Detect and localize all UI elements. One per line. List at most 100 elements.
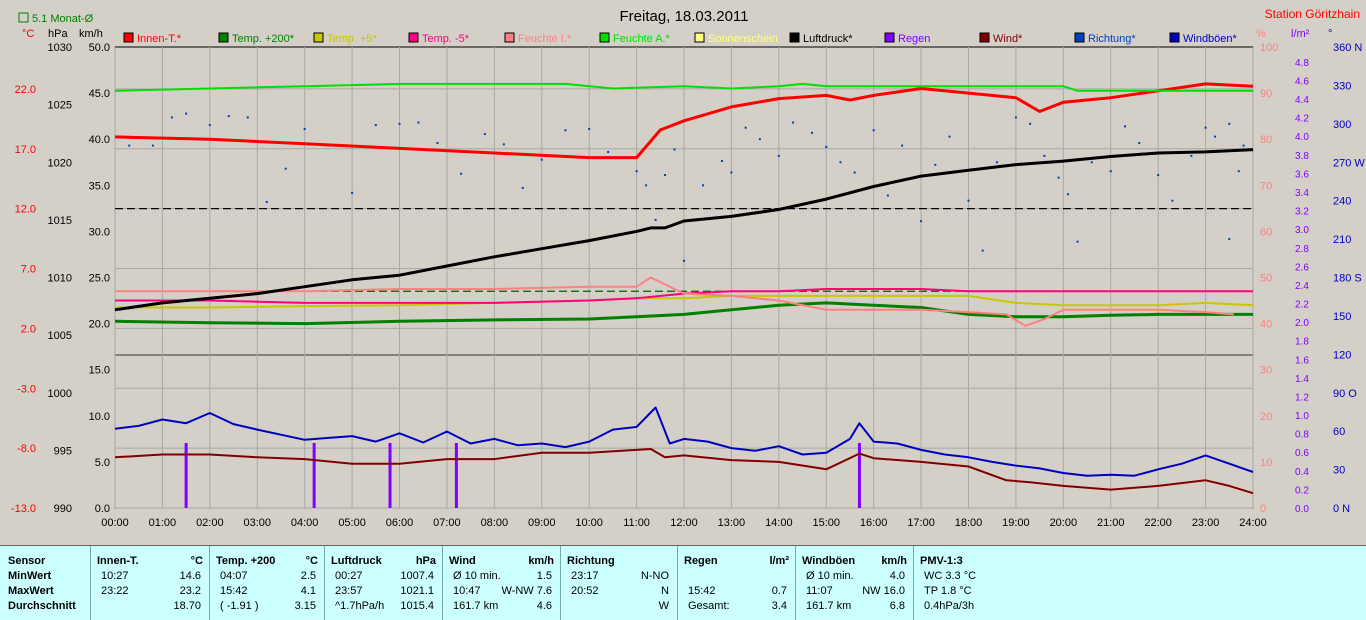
direction-point [588,127,591,130]
y-tick-pressure: 1020 [48,157,72,169]
direction-point [664,174,667,177]
direction-point [170,116,173,119]
direction-point [374,124,377,127]
y-tick-humidity: 90 [1260,88,1272,100]
direction-point [730,171,733,174]
unit-degree: ° [1328,28,1332,40]
direction-point [1067,193,1070,196]
cell-value: 18.70 [173,600,201,612]
y-tick-wind: 10.0 [89,411,110,423]
x-tick-label: 13:00 [718,517,746,529]
series-line [114,406,1254,477]
y-tick-pressure: 1005 [48,330,72,342]
column-title: Innen-T. [97,555,139,567]
column-title: Wind [449,555,476,567]
y-tick-rain: 1.6 [1295,355,1309,366]
direction-point [811,131,814,134]
cell-time: Gesamt: [688,600,730,612]
column-unit: km/h [528,555,554,567]
cell-value: N [661,585,669,597]
y-tick-humidity: 20 [1260,411,1272,423]
x-tick-label: 21:00 [1097,517,1125,529]
monthly-avg-checkbox[interactable] [18,12,29,23]
unit-celsius: °C [22,28,34,40]
legend-swatch [979,32,990,43]
column-unit: °C [190,555,203,567]
table-row: WC 3.3 °C [914,569,1033,584]
y-tick-temp: -13.0 [11,503,36,515]
y-tick-direction: 150 [1333,311,1351,323]
y-tick-rain: 3.6 [1295,169,1309,180]
y-tick-direction: 0 N [1333,503,1350,515]
x-tick-label: 22:00 [1144,517,1172,529]
direction-point [901,144,904,147]
column-title: Luftdruck [331,555,382,567]
table-row: 161.7 km 6.8 [796,599,913,614]
x-tick-label: 10:00 [575,517,603,529]
direction-point [758,138,761,141]
unit-hpa: hPa [48,28,68,40]
y-tick-rain: 0.8 [1295,430,1309,441]
column-header: PMV-1:3 [914,554,1033,569]
y-tick-rain: 4.4 [1295,95,1309,106]
y-tick-direction: 60 [1333,426,1345,438]
y-tick-humidity: 80 [1260,134,1272,146]
direction-point [720,159,723,162]
direction-point [208,124,211,127]
series-marks [114,82,1254,508]
direction-point [839,161,842,164]
direction-point [1190,154,1193,157]
x-tick-label: 06:00 [386,517,414,529]
legend-label: Feuchte I.* [518,33,572,45]
direction-point [744,126,747,129]
y-tick-rain: 4.0 [1295,132,1309,143]
y-tick-rain: 2.4 [1295,281,1309,292]
legend-label: Innen-T.* [137,33,182,45]
direction-point [1014,116,1017,119]
cell-time: 04:07 [220,570,248,582]
y-tick-direction: 30 [1333,465,1345,477]
table-row: W [561,599,677,614]
cell-value: NW 16.0 [862,585,905,597]
cell-value: 4.0 [889,570,905,582]
y-tick-rain: 3.4 [1295,188,1309,199]
table-row: 18.70 [91,599,209,614]
direction-point [227,115,230,118]
cell-value: 6.8 [889,600,905,612]
unit-rain: l/m² [1291,28,1310,40]
direction-point [967,199,970,202]
weather-chart: Freitag, 18.03.2011 Station Göritzhain 5… [10,7,1366,529]
y-tick-temp: 12.0 [15,204,36,216]
y-tick-humidity: 30 [1260,365,1272,377]
legend-swatch [504,32,515,43]
y-tick-humidity: 0 [1260,503,1266,515]
table-row: 0.4hPa/3h [914,599,1033,614]
monthly-avg-label: 5.1 Monat-Ø [32,13,94,25]
cell-time: 161.7 km [806,600,852,612]
x-tick-label: 24:00 [1239,517,1267,529]
table-row: 161.7 km 4.6 [443,599,560,614]
direction-point [540,158,543,161]
x-tick-label: 11:00 [623,517,650,529]
cell-value: W-NW 7.6 [501,585,552,597]
x-tick-label: 20:00 [1050,517,1078,529]
cell-value: 1021.1 [400,585,434,597]
y-tick-direction: 300 [1333,119,1351,131]
direction-point [777,154,780,157]
table-row: Ø 10 min. 4.0 [796,569,913,584]
direction-point [1228,122,1231,125]
y-tick-temp: 7.0 [21,264,36,276]
direction-point [265,200,268,203]
column-header: Regen l/m² [678,554,795,569]
cell-time: TP 1.8 °C [924,585,972,597]
y-tick-rain: 0.6 [1295,448,1309,459]
y-tick-wind: 35.0 [89,180,110,192]
legend-label: Temp. -5* [422,33,470,45]
direction-point [607,151,610,154]
direction-point [351,191,354,194]
y-tick-humidity: 60 [1260,226,1272,238]
stats-table: Sensor MinWert MaxWert Durchschnitt Innen-T.… [0,545,1366,620]
series-line [114,148,1254,312]
column-title: Temp. +200 [216,555,276,567]
direction-point [701,184,704,187]
